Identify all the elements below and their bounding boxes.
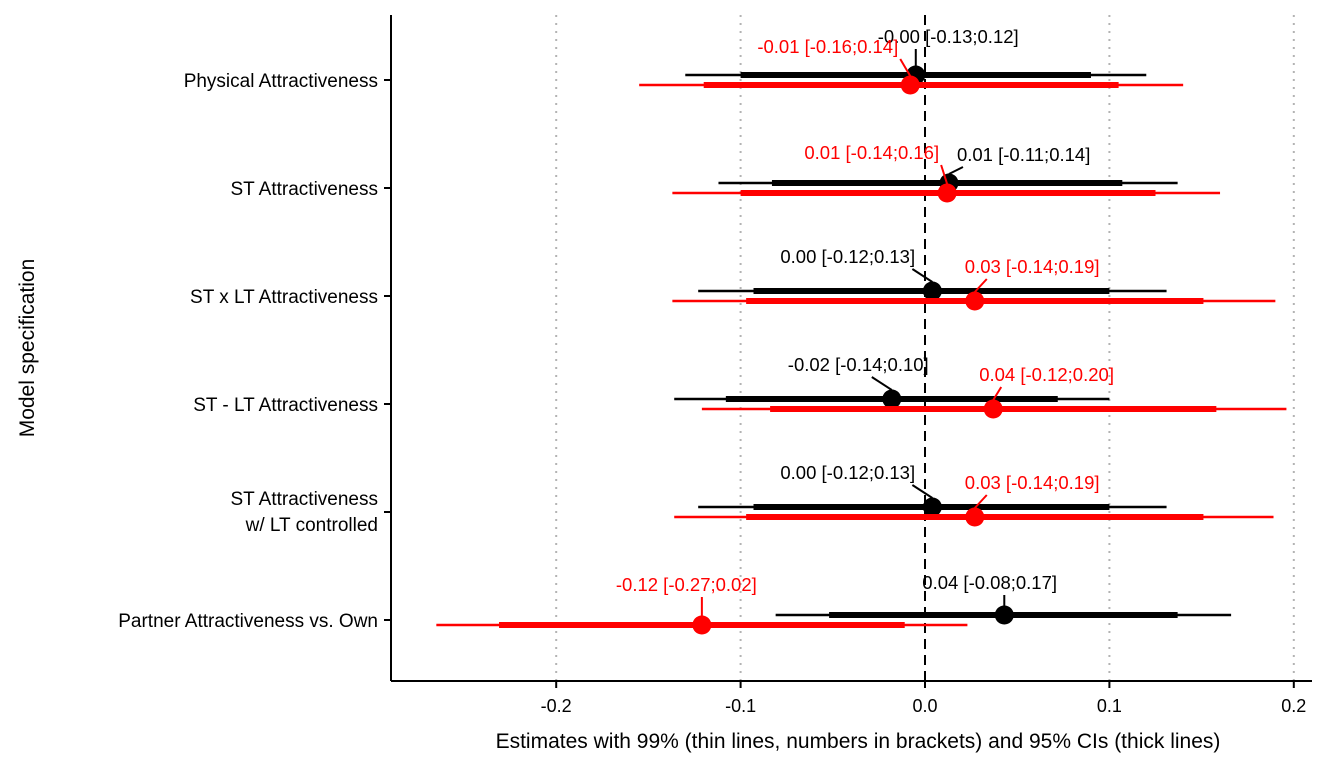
red-point-estimate: [692, 615, 712, 635]
black-annotation-leader: [948, 166, 964, 175]
x-tick-label: 0.1: [1097, 696, 1122, 716]
axes-layer: [390, 15, 1312, 682]
x-tick-label: 0.2: [1281, 696, 1306, 716]
black-point-estimate: [882, 389, 902, 409]
red-annotation-leader: [899, 58, 912, 77]
red-point-estimate: [937, 183, 957, 203]
y-tick-label: Partner Attractiveness vs. Own: [118, 611, 378, 632]
y-tick-label: ST x LT Attractiveness: [190, 287, 378, 308]
red-point-estimate: [965, 507, 985, 527]
x-axis-title: Estimates with 99% (thin lines, numbers …: [496, 730, 1221, 753]
y-tick-label: ST Attractiveness: [231, 489, 379, 510]
red-annotation-leader: [974, 278, 988, 293]
red-point-estimate: [900, 75, 920, 95]
y-tick-label: w/ LT controlled: [245, 515, 378, 536]
y-axis-title: Model specification: [16, 259, 39, 438]
x-tick-label: -0.1: [725, 696, 756, 716]
black-annotation-label: -0.00 [-0.13;0.12]: [878, 26, 1019, 47]
y-tick-layer: Physical Attractiveness ST Attractiveness…: [118, 71, 391, 632]
black-annotation-label: -0.02 [-0.14;0.10]: [788, 354, 929, 375]
red-annotation-label: 0.03 [-0.14;0.19]: [965, 256, 1100, 277]
red-annotation-leader: [940, 164, 949, 185]
red-annotation-label: 0.04 [-0.12;0.20]: [979, 364, 1114, 385]
black-point-estimate: [922, 281, 942, 301]
x-tick-label: -0.2: [541, 696, 572, 716]
red-annotation-leader: [974, 494, 988, 509]
black-annotation-leader: [911, 268, 933, 283]
black-point-estimate: [994, 605, 1014, 625]
annotation-layer: -0.00 [-0.13;0.12]-0.01 [-0.16;0.14] 0.01…: [616, 26, 1114, 616]
y-tick-label: ST - LT Attractiveness: [193, 395, 378, 416]
black-annotation-leader: [911, 484, 933, 499]
red-series-layer: [436, 75, 1287, 635]
y-tick-label: ST Attractiveness: [231, 179, 379, 200]
red-annotation-label: 0.01 [-0.14;0.16]: [804, 142, 939, 163]
y-tick-label: Physical Attractiveness: [184, 71, 378, 92]
red-point-estimate: [983, 399, 1003, 419]
black-annotation-label: 0.00 [-0.12;0.13]: [780, 246, 915, 267]
x-tick-layer: -0.2 -0.1 0.0 0.1 0.2: [541, 681, 1306, 716]
black-annotation-label: 0.04 [-0.08;0.17]: [922, 572, 1057, 593]
red-annotation-label: 0.03 [-0.14;0.19]: [965, 472, 1100, 493]
black-annotation-leader: [871, 376, 893, 391]
red-annotation-label: -0.12 [-0.27;0.02]: [616, 574, 757, 595]
black-annotation-label: 0.00 [-0.12;0.13]: [780, 462, 915, 483]
black-point-estimate: [922, 497, 942, 517]
black-annotation-label: 0.01 [-0.11;0.14]: [957, 144, 1090, 165]
red-annotation-label: -0.01 [-0.16;0.14]: [757, 36, 898, 57]
red-point-estimate: [965, 291, 985, 311]
red-annotation-leader: [992, 386, 1003, 401]
x-tick-label: 0.0: [912, 696, 937, 716]
